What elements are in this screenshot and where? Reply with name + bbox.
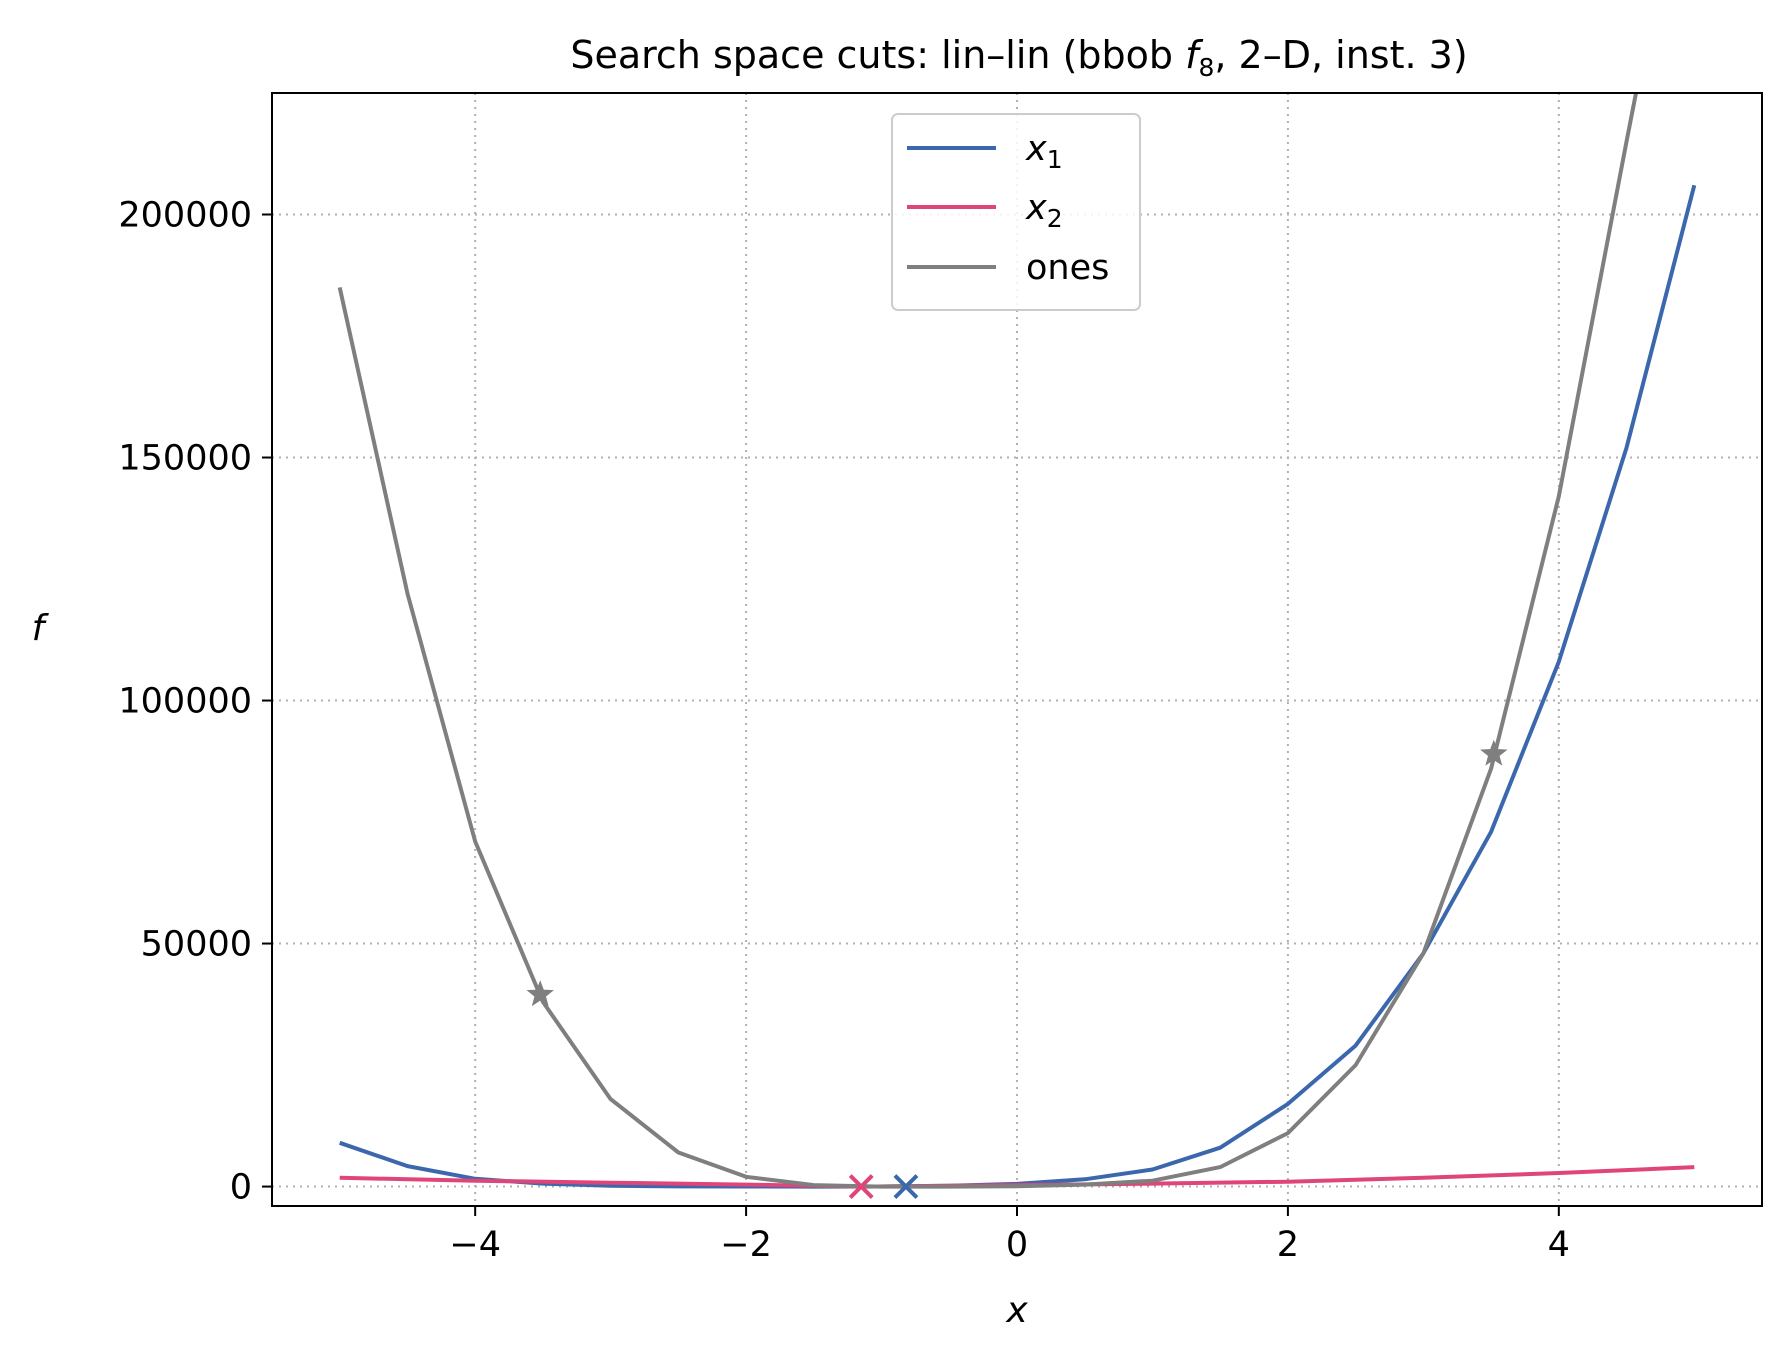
minimum-marker-x bbox=[848, 1174, 874, 1199]
marker-layer bbox=[526, 739, 1508, 1199]
chart-title-func-sub: 8 bbox=[1198, 53, 1214, 82]
series-layer bbox=[337, 93, 1697, 1189]
x-tick-label: −4 bbox=[449, 1225, 501, 1265]
y-tick-label: 100000 bbox=[118, 682, 252, 722]
x-tick-label: 2 bbox=[1277, 1225, 1299, 1265]
legend-label-x1: x1 bbox=[1025, 129, 1063, 174]
x-axis-label: x bbox=[1005, 1290, 1028, 1331]
legend: x1 x2 ones bbox=[891, 113, 1141, 311]
legend-label-ones: ones bbox=[1026, 248, 1109, 288]
plot-frame bbox=[271, 92, 1763, 1207]
chart-title: Search space cuts: lin–lin (bbob f8, 2–D… bbox=[570, 33, 1467, 82]
series-ones-line bbox=[337, 93, 1638, 1189]
legend-label-x2: x2 bbox=[1025, 188, 1063, 233]
x-tick-label: 4 bbox=[1548, 1225, 1570, 1265]
y-tick-label: 150000 bbox=[118, 439, 252, 479]
x-tick-label: 0 bbox=[1006, 1225, 1028, 1265]
legend-box bbox=[891, 113, 1141, 311]
minimum-marker-x bbox=[893, 1174, 919, 1199]
y-tick-label: 200000 bbox=[118, 196, 252, 236]
axis-ticks: −4 −2 0 2 4 0 50000 100000 150000 200000 bbox=[118, 196, 1570, 1265]
star-marker bbox=[1480, 739, 1508, 766]
chart-title-suffix: , 2–D, inst. 3) bbox=[1214, 33, 1467, 77]
star-marker bbox=[526, 980, 554, 1007]
x-tick-label: −2 bbox=[720, 1225, 772, 1265]
y-tick-label: 0 bbox=[230, 1168, 252, 1208]
chart-title-prefix: Search space cuts: lin–lin (bbob bbox=[570, 33, 1185, 77]
y-tick-label: 50000 bbox=[141, 925, 252, 965]
